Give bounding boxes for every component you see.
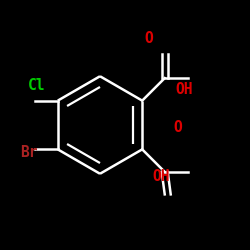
Text: O: O <box>174 120 182 135</box>
Text: OH: OH <box>152 169 170 184</box>
Text: OH: OH <box>175 82 192 98</box>
Text: Cl: Cl <box>28 78 45 92</box>
Text: O: O <box>144 31 153 46</box>
Text: Br: Br <box>20 145 38 160</box>
